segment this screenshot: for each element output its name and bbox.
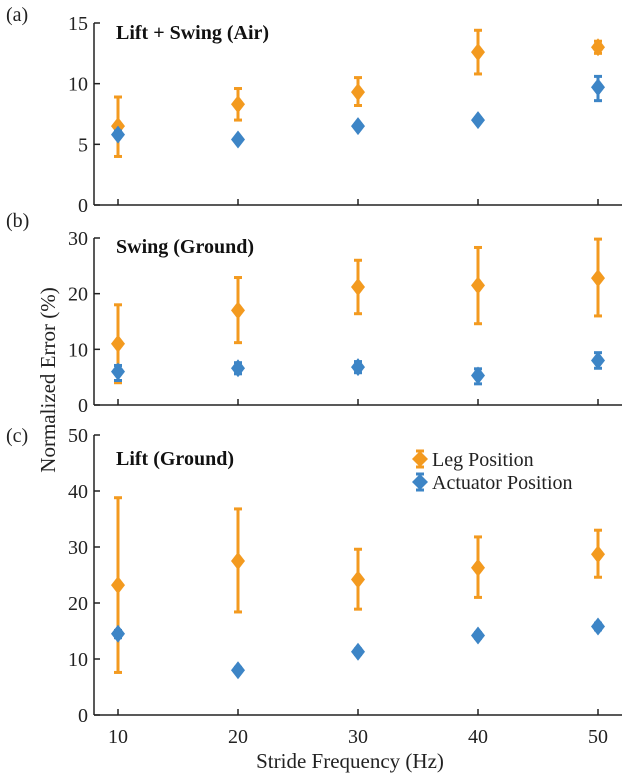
y-tick-label: 10 [68, 649, 88, 671]
data-point [471, 626, 485, 645]
series-actuator-position [111, 617, 605, 680]
panel-title: Lift (Ground) [116, 448, 234, 470]
panels: 0 5 10 15 (a) Lift + Swing (Air) 0 10 20 30 (b) Swi… [6, 4, 622, 748]
data-point [111, 125, 125, 144]
data-point [471, 558, 485, 577]
series-leg-position [111, 28, 605, 158]
data-point [231, 359, 245, 378]
data-point [111, 576, 125, 595]
data-point [351, 117, 365, 136]
y-tick-label: 10 [68, 74, 88, 96]
data-point [591, 617, 605, 636]
y-tick-label: 20 [68, 284, 88, 306]
y-tick-label: 0 [78, 705, 88, 727]
panel-title: Swing (Ground) [116, 236, 254, 258]
x-tick-label: 20 [228, 726, 248, 748]
panel-title: Lift + Swing (Air) [116, 22, 269, 44]
legend-marker-leg [412, 451, 428, 467]
y-tick-label: 5 [78, 134, 88, 156]
y-tick-label: 0 [78, 195, 88, 217]
data-point [351, 570, 365, 589]
x-tick-label: 40 [468, 726, 488, 748]
panel-letter: (c) [6, 425, 28, 447]
y-tick-label: 0 [78, 395, 88, 417]
x-tick-label: 50 [588, 726, 608, 748]
data-point [111, 624, 125, 643]
data-point [471, 366, 485, 385]
y-tick-label: 50 [68, 425, 88, 447]
data-point [351, 83, 365, 102]
panel-letter: (a) [6, 4, 28, 26]
legend-marker-actuator [412, 474, 428, 490]
series-actuator-position [111, 74, 605, 149]
legend-label-actuator-position: Actuator Position [432, 472, 573, 494]
data-point [351, 642, 365, 661]
data-point [111, 362, 125, 381]
y-axis-label: Normalized Error (%) [36, 287, 60, 472]
data-point [231, 552, 245, 570]
data-point [111, 334, 125, 353]
data-point [591, 351, 605, 370]
data-point [231, 130, 245, 149]
data-point [231, 301, 245, 320]
data-point [351, 277, 365, 296]
legend-label-leg-position: Leg Position [432, 449, 534, 471]
data-point [471, 111, 485, 130]
series-leg-position [111, 496, 605, 674]
series-leg-position [111, 237, 605, 385]
legend-item-leg-position: Leg Position [412, 449, 534, 471]
data-point [231, 95, 245, 114]
data-point [231, 661, 245, 680]
x-tick-label: 30 [348, 726, 368, 748]
legend-item-actuator-position: Actuator Position [412, 472, 573, 494]
data-point [351, 358, 365, 377]
y-tick-label: 30 [68, 228, 88, 250]
legend: Leg Position Actuator Position [412, 449, 573, 494]
panel-3: 0 10 20 30 40 50 10 20 30 40 50 (c) Lift (Ground) [6, 425, 622, 748]
panel-letter: (b) [6, 210, 29, 232]
data-point [591, 269, 605, 288]
x-axis-label: Stride Frequency (Hz) [256, 749, 444, 773]
data-point [591, 38, 605, 57]
panel-1: 0 5 10 15 (a) Lift + Swing (Air) [6, 4, 622, 217]
x-tick-label: 10 [108, 726, 128, 748]
series-actuator-position [111, 351, 605, 386]
y-tick-label: 40 [68, 481, 88, 503]
data-point [471, 276, 485, 295]
data-point [471, 43, 485, 62]
y-tick-label: 10 [68, 339, 88, 361]
panel-2: 0 10 20 30 (b) Swing (Ground) [6, 210, 622, 417]
data-point [591, 545, 605, 564]
y-tick-label: 20 [68, 593, 88, 615]
data-point [591, 78, 605, 97]
y-tick-label: 30 [68, 537, 88, 559]
y-tick-label: 15 [68, 13, 88, 35]
